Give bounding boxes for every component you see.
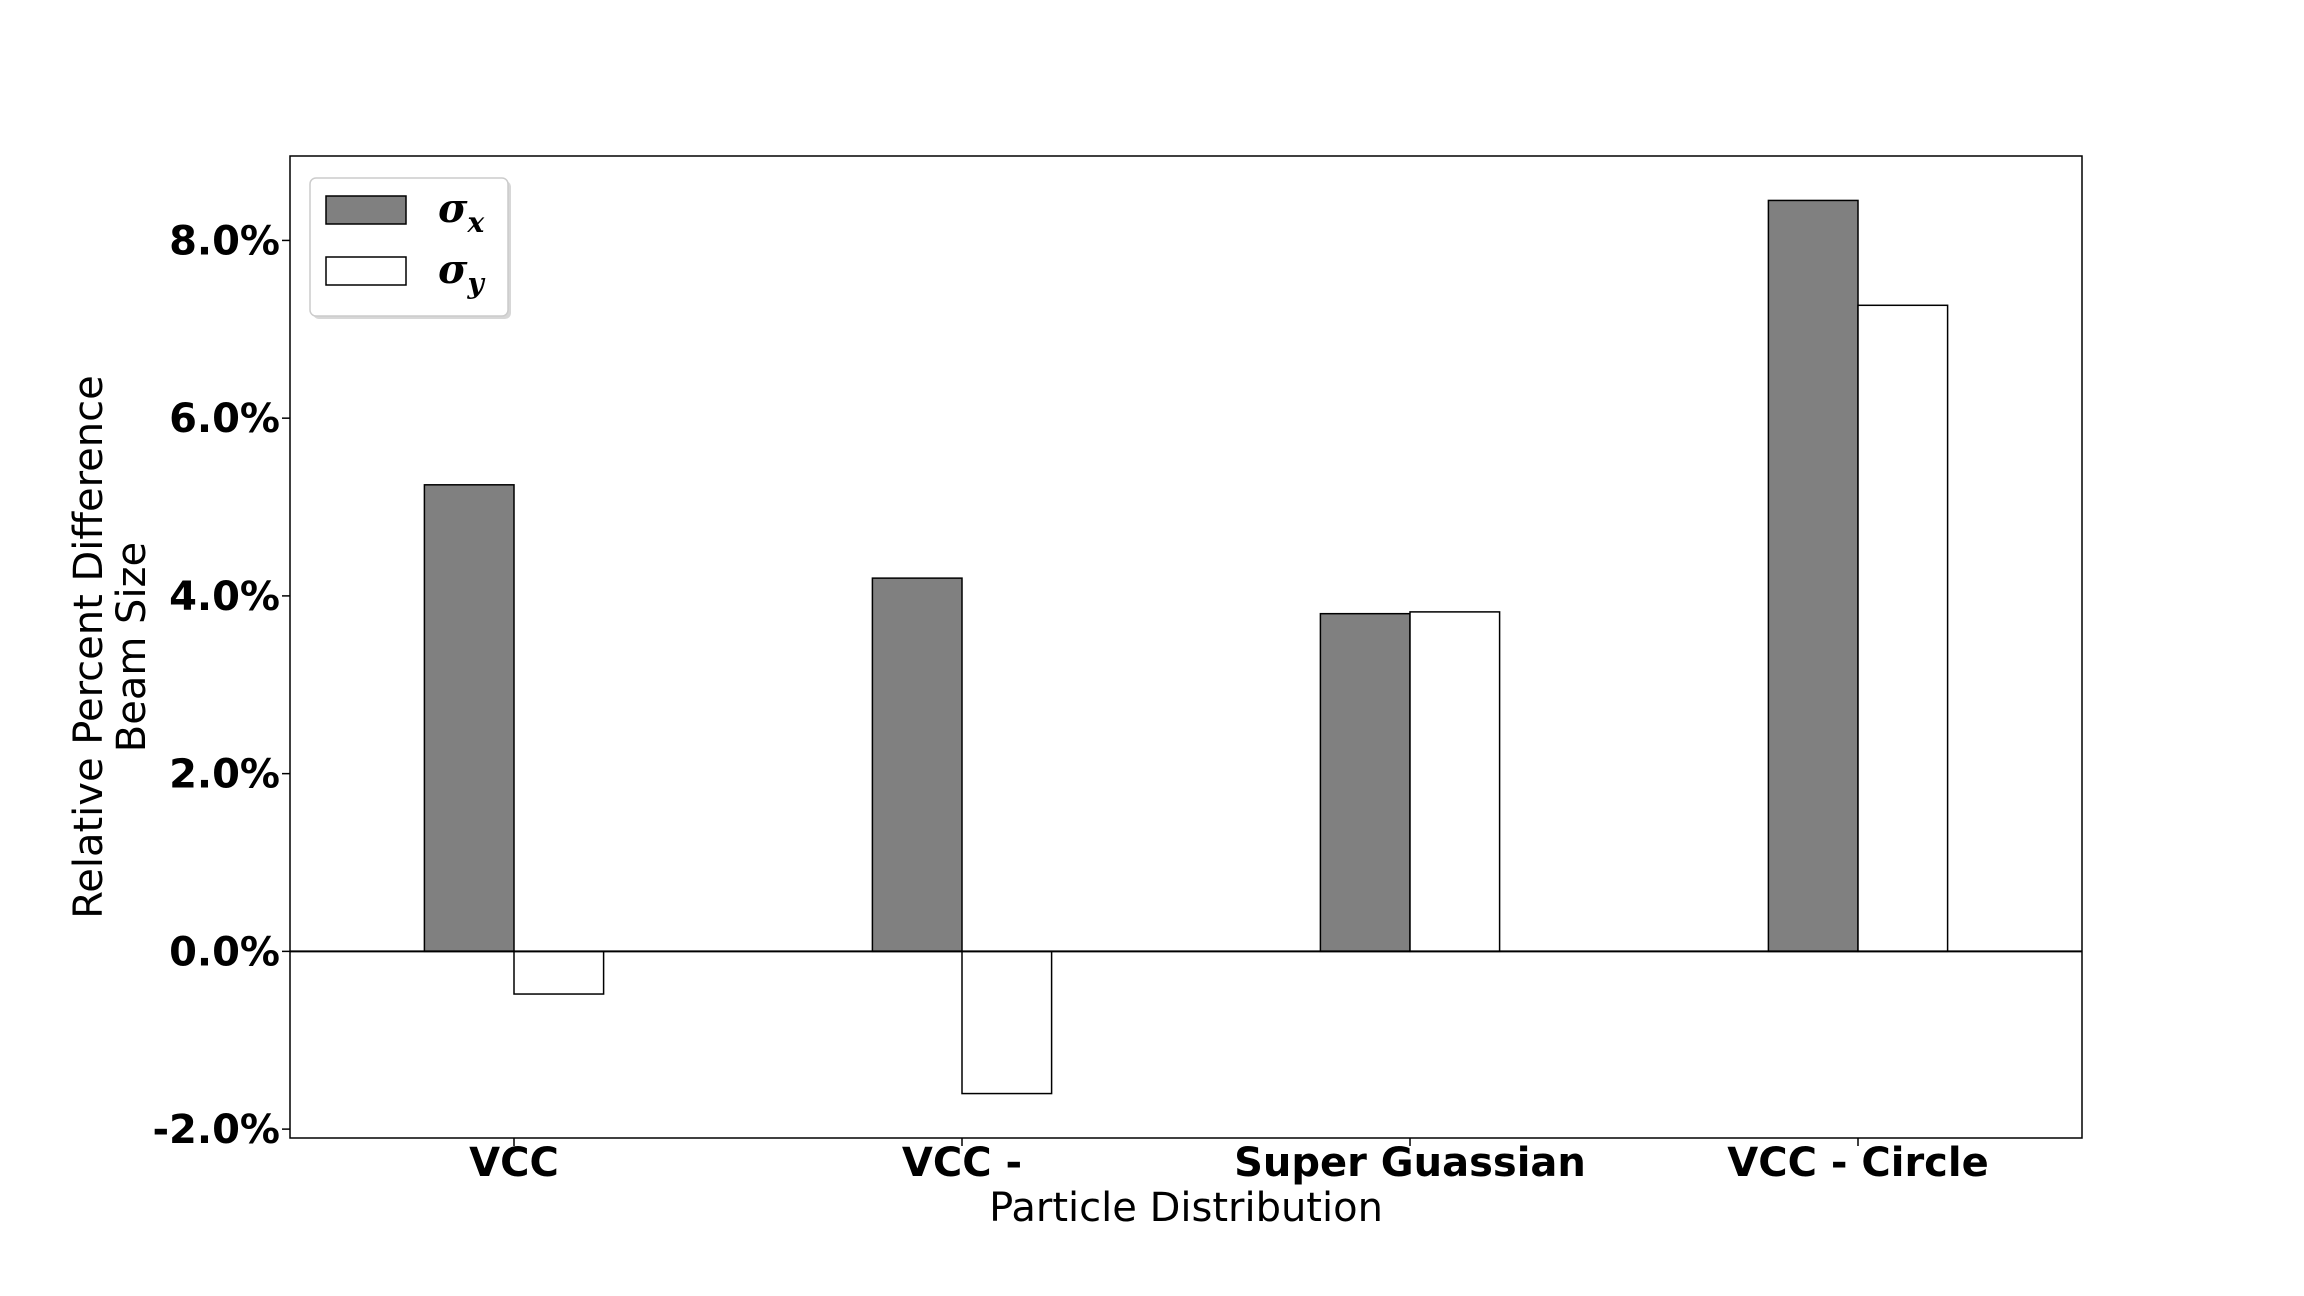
bar-x-0 bbox=[423, 484, 515, 953]
x-tick-label: VCC - bbox=[902, 1140, 1022, 1186]
y-tick-label: 6.0% bbox=[169, 396, 280, 442]
bar-y-3 bbox=[1857, 304, 1949, 953]
bar-x-2 bbox=[1319, 612, 1411, 953]
bars-layer bbox=[423, 199, 1949, 1095]
x-axis-ticks: VCC VCC - Super Guassian VCC - Circle bbox=[469, 1138, 1989, 1186]
legend-label-y: σy bbox=[438, 246, 486, 300]
legend: σx σy bbox=[309, 177, 511, 319]
bar-y-0 bbox=[513, 950, 605, 995]
x-tick-label: Super Guassian bbox=[1234, 1140, 1586, 1186]
y-tick-label: 8.0% bbox=[169, 218, 280, 264]
y-tick-label: 2.0% bbox=[169, 752, 280, 798]
plot-frame bbox=[289, 155, 2083, 1139]
y-tick-label: 0.0% bbox=[169, 929, 280, 975]
bar-y-1 bbox=[961, 950, 1053, 1095]
legend-label-x: σx bbox=[438, 185, 485, 239]
bar-x-3 bbox=[1767, 199, 1859, 953]
y-axis-title-line: Relative Percent Difference bbox=[66, 375, 112, 918]
y-axis-ticks: -2.0% 0.0% 2.0% 4.0% 6.0% 8.0% bbox=[152, 218, 290, 1153]
x-axis-title: Particle Distribution bbox=[989, 1185, 1383, 1231]
bar-x-1 bbox=[871, 577, 963, 953]
y-tick-label: 4.0% bbox=[169, 574, 280, 620]
bar-y-2 bbox=[1409, 611, 1501, 953]
legend-swatch-y bbox=[325, 256, 407, 286]
y-tick-label: -2.0% bbox=[152, 1107, 280, 1153]
legend-swatch-x bbox=[325, 195, 407, 225]
y-axis-title-line: Beam Size bbox=[109, 542, 155, 752]
x-tick-label: VCC bbox=[469, 1140, 559, 1186]
x-tick-label: VCC - Circle bbox=[1727, 1140, 1988, 1186]
